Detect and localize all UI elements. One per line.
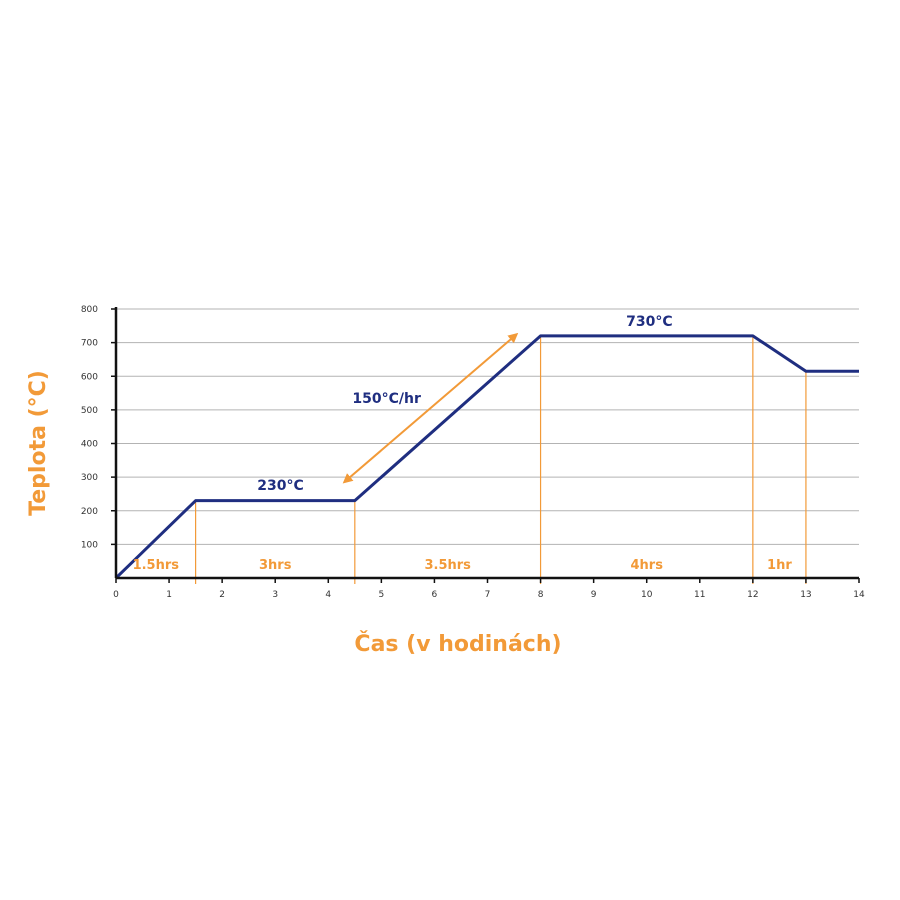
- x-tick-label-10: 10: [641, 590, 653, 600]
- x-tick-label-0: 0: [113, 590, 119, 600]
- x-tick-label-9: 9: [591, 590, 597, 600]
- segment-label-1: 3hrs: [259, 558, 292, 573]
- x-tick-label-1: 1: [166, 590, 172, 600]
- axes: [111, 307, 860, 583]
- annotation-2: 150°C/hr: [352, 391, 421, 407]
- annotation-1: 730°C: [626, 314, 673, 330]
- x-tick-label-8: 8: [538, 590, 544, 600]
- x-tick-label-5: 5: [378, 590, 384, 600]
- y-tick-label-600: 600: [81, 372, 98, 382]
- x-tick-label-12: 12: [747, 590, 758, 600]
- y-tick-label-300: 300: [81, 473, 98, 483]
- segment-label-4: 1hr: [767, 558, 792, 573]
- y-tick-label-800: 800: [81, 305, 98, 315]
- series: [114, 332, 859, 580]
- gridlines: [116, 308, 859, 545]
- x-tick-label-2: 2: [219, 590, 225, 600]
- x-tick-label-7: 7: [485, 590, 491, 600]
- annotation-0: 230°C: [257, 478, 304, 494]
- segment-dividers: [195, 335, 807, 584]
- x-tick-label-13: 13: [800, 590, 811, 600]
- segment-label-2: 3.5hrs: [424, 558, 471, 573]
- x-tick-label-4: 4: [325, 590, 331, 600]
- segment-label-3: 4hrs: [630, 558, 663, 573]
- x-tick-label-11: 11: [694, 590, 705, 600]
- x-axis-title: Čas (v hodinách): [354, 631, 561, 657]
- x-tick-label-6: 6: [432, 590, 438, 600]
- rate-arrow: [342, 332, 519, 484]
- y-tick-label-400: 400: [81, 440, 98, 450]
- y-axis-title: Teplota (°C): [26, 370, 51, 516]
- x-tick-label-14: 14: [853, 590, 865, 600]
- x-tick-label-3: 3: [272, 590, 278, 600]
- segment-label-0: 1.5hrs: [133, 558, 180, 573]
- y-tick-label-200: 200: [81, 507, 98, 517]
- y-tick-label-700: 700: [81, 339, 98, 349]
- y-tick-label-100: 100: [81, 540, 98, 550]
- temperature-line: [114, 334, 859, 580]
- y-tick-label-500: 500: [81, 406, 98, 416]
